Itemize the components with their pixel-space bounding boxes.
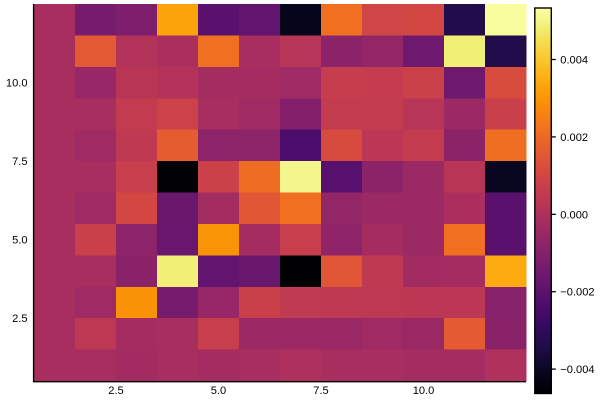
svg-text:2.5: 2.5 bbox=[108, 385, 123, 397]
svg-text:5.0: 5.0 bbox=[211, 385, 226, 397]
svg-text:0.004: 0.004 bbox=[560, 55, 588, 67]
svg-text:10.0: 10.0 bbox=[413, 385, 435, 397]
svg-text:0.002: 0.002 bbox=[560, 132, 588, 144]
svg-text:2.5: 2.5 bbox=[12, 313, 27, 325]
svg-text:−0.002: −0.002 bbox=[560, 287, 594, 299]
svg-text:7.5: 7.5 bbox=[313, 385, 328, 397]
svg-text:0.000: 0.000 bbox=[560, 209, 588, 221]
svg-text:5.0: 5.0 bbox=[12, 235, 27, 247]
svg-text:7.5: 7.5 bbox=[12, 156, 27, 168]
svg-text:10.0: 10.0 bbox=[6, 78, 28, 90]
svg-text:−0.004: −0.004 bbox=[560, 364, 594, 376]
